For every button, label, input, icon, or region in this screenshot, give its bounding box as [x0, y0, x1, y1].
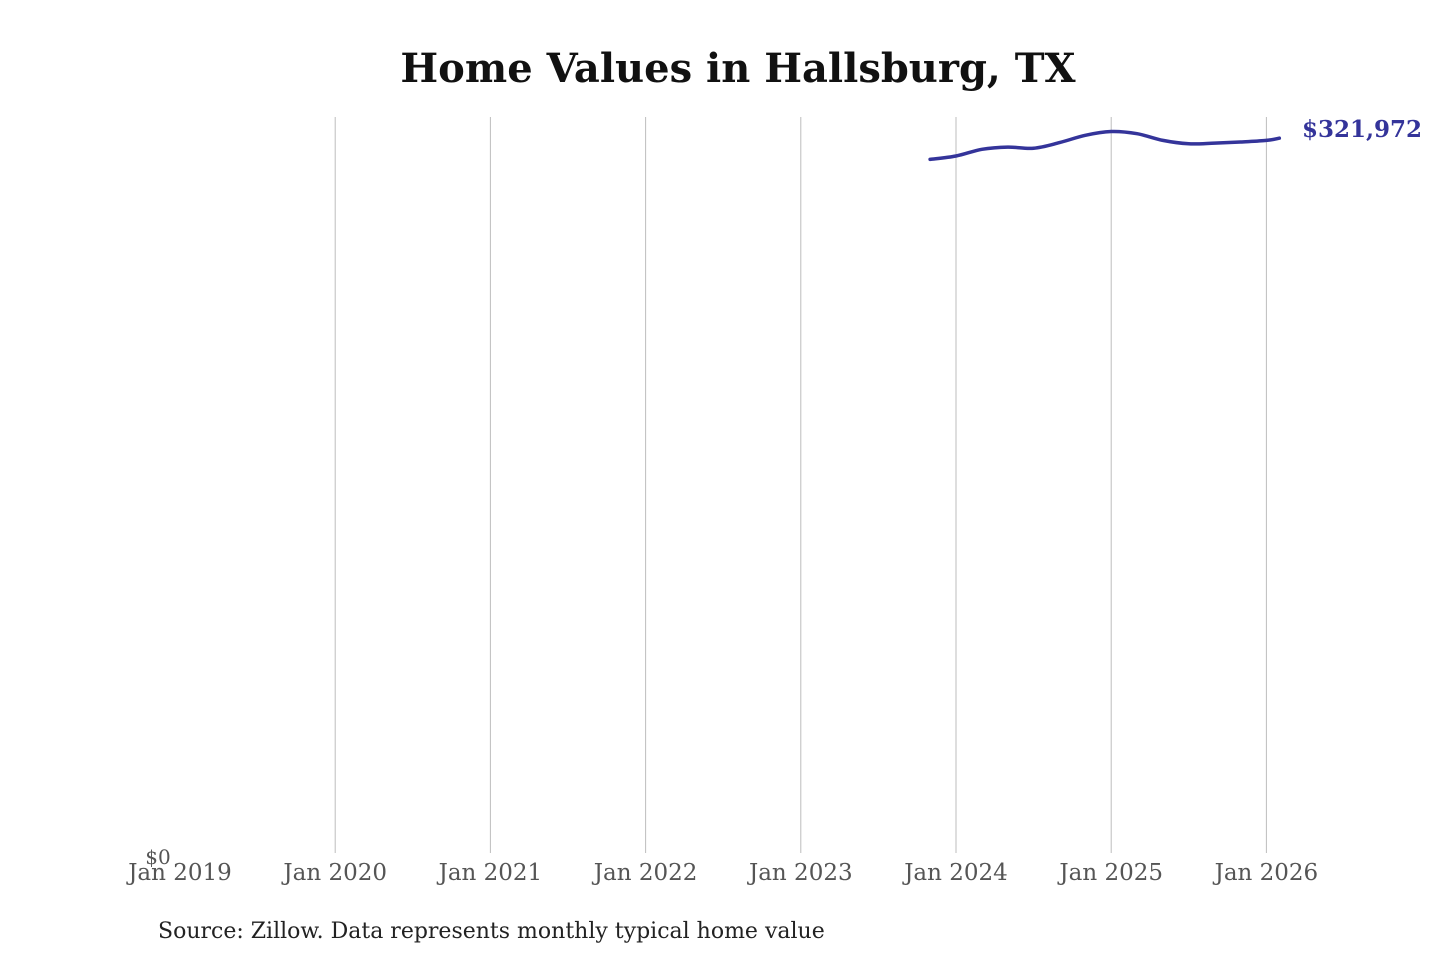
end-value-label: $321,972 [1302, 116, 1422, 143]
series-layer [928, 129, 1282, 162]
x-tick-label: Jan 2022 [592, 860, 698, 886]
chart-title: Home Values in Hallsburg, TX [400, 45, 1075, 92]
x-tick-label: Jan 2025 [1057, 860, 1163, 886]
y-tick-label: $0 [145, 845, 170, 869]
x-tick-label: Jan 2023 [747, 860, 853, 886]
x-tick-label: Jan 2026 [1213, 860, 1319, 886]
x-tick-label: Jan 2024 [902, 860, 1008, 886]
x-tick-label: Jan 2021 [437, 860, 543, 886]
x-tick-label: Jan 2019 [126, 860, 232, 886]
series-line [928, 129, 1282, 162]
grid-lines [334, 117, 1267, 853]
source-note: Source: Zillow. Data represents monthly … [158, 919, 825, 944]
x-tick-label: Jan 2020 [281, 860, 387, 886]
axis-labels: Jan 2019 Jan 2020 Jan 2021 Jan 2022 Jan 2023… [126, 116, 1422, 886]
